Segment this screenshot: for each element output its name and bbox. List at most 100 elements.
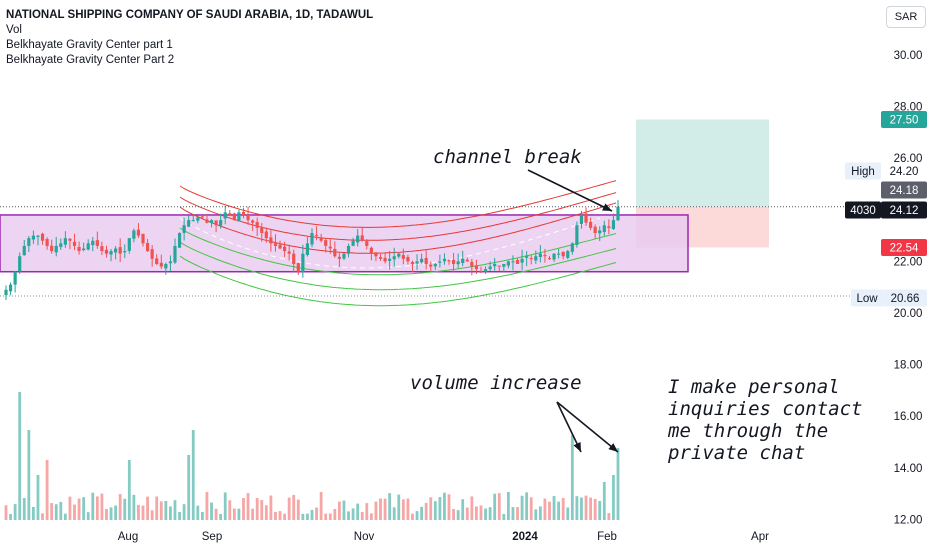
target-price-badge: 27.50: [890, 115, 919, 127]
volume-bar: [264, 505, 268, 520]
stop-price-badge: 22.54: [890, 242, 919, 254]
currency-button[interactable]: SAR: [886, 6, 926, 28]
volume-bar: [415, 511, 419, 520]
candle-body: [164, 263, 168, 269]
candle-body: [264, 231, 268, 239]
candle-body: [506, 261, 510, 266]
volume-bar: [187, 455, 191, 520]
candle-body: [8, 284, 13, 292]
candle-body: [118, 247, 122, 254]
candle-body: [515, 259, 520, 264]
stop-price-badge-bg: [881, 238, 927, 256]
volume-bar: [45, 460, 49, 520]
x-tick-label: Aug: [118, 531, 138, 543]
candle-body: [173, 245, 177, 263]
volume-bar: [379, 498, 382, 520]
candle-body: [273, 243, 278, 246]
candle-body: [566, 251, 570, 258]
volume-bar: [54, 504, 58, 520]
candle-body: [570, 243, 574, 252]
candle-body: [4, 289, 8, 295]
candle-body: [351, 240, 355, 246]
candle-body: [575, 225, 579, 245]
candle-body: [346, 245, 351, 254]
volume-bar: [22, 498, 26, 520]
y-tick-label: 26.00: [894, 153, 923, 165]
candle-body: [104, 249, 109, 254]
volume-bar: [575, 496, 579, 520]
candle-body: [470, 261, 474, 267]
candles: [4, 199, 620, 301]
candle-body: [187, 220, 191, 227]
volume-bar: [4, 505, 8, 520]
volume-bar: [191, 430, 195, 520]
candle-body: [77, 246, 81, 252]
volume-bar: [100, 493, 104, 520]
note-annotation: I make personal inquiries contact me thr…: [668, 376, 862, 464]
volume-bars: [4, 392, 620, 520]
volume-bar: [200, 512, 204, 520]
volume-increase-annotation: volume increase: [410, 372, 582, 394]
volume-bar: [41, 513, 44, 520]
candle-body: [141, 233, 145, 244]
candle-body: [616, 206, 620, 221]
indicator-vol[interactable]: Vol: [6, 24, 22, 36]
note-line: I make personal: [668, 376, 840, 398]
candle-body: [31, 235, 36, 240]
volume-bar: [13, 504, 17, 520]
volume-bar: [137, 504, 140, 520]
candle-body: [602, 225, 606, 232]
volume-bar: [525, 492, 529, 520]
volume-bar: [602, 482, 606, 520]
symbol-badge-bg: [845, 201, 881, 219]
volume-bar: [150, 510, 154, 520]
volume-bar: [242, 498, 245, 520]
volume-bar: [443, 492, 446, 520]
last-price-badge-bg: [881, 201, 927, 219]
symbol-badge: 4030: [850, 205, 876, 217]
candle-body: [219, 220, 223, 226]
indicator-gravity-1[interactable]: Belkhayate Gravity Center part 1: [6, 39, 173, 51]
candle-body: [109, 251, 113, 255]
candle-body: [241, 211, 246, 215]
volume-bar: [511, 507, 515, 520]
volume-bar: [173, 500, 177, 520]
candle-body: [232, 213, 236, 221]
candle-body: [374, 252, 378, 257]
volume-bar: [132, 494, 136, 520]
candle-body: [365, 241, 369, 246]
volume-bar: [580, 497, 583, 520]
volume-bar: [232, 508, 236, 520]
volume-bar: [520, 495, 524, 520]
candle-body: [255, 222, 259, 228]
low-label-badge: Low: [856, 293, 878, 305]
volume-bar: [406, 498, 410, 520]
candle-body: [132, 230, 136, 239]
lower-band-line: [179, 255, 617, 307]
volume-bar: [589, 497, 592, 520]
x-tick-label: Feb: [597, 531, 617, 543]
volume-bar: [388, 493, 392, 520]
volume-bar: [616, 448, 620, 520]
chart-title: NATIONAL SHIPPING COMPANY OF SAUDI ARABI…: [6, 9, 374, 21]
candle-body: [68, 238, 72, 241]
candle-body: [209, 220, 214, 224]
candle-body: [114, 248, 118, 253]
candle-body: [45, 238, 49, 246]
volume-bar: [479, 505, 483, 520]
candle-body: [543, 255, 547, 257]
volume-bar: [269, 495, 273, 520]
volume-bar: [465, 507, 469, 520]
volume-bar: [118, 494, 122, 520]
candle-body: [22, 245, 26, 256]
candle-body: [502, 263, 506, 267]
candle-body: [324, 240, 328, 246]
indicator-gravity-2[interactable]: Belkhayate Gravity Center Part 2: [6, 54, 175, 66]
channel-box: [0, 214, 689, 273]
candle-body: [561, 251, 565, 257]
candle-body: [525, 256, 529, 258]
volume-bar: [283, 513, 286, 520]
candle-body: [378, 257, 383, 259]
volume-bar: [570, 435, 574, 520]
